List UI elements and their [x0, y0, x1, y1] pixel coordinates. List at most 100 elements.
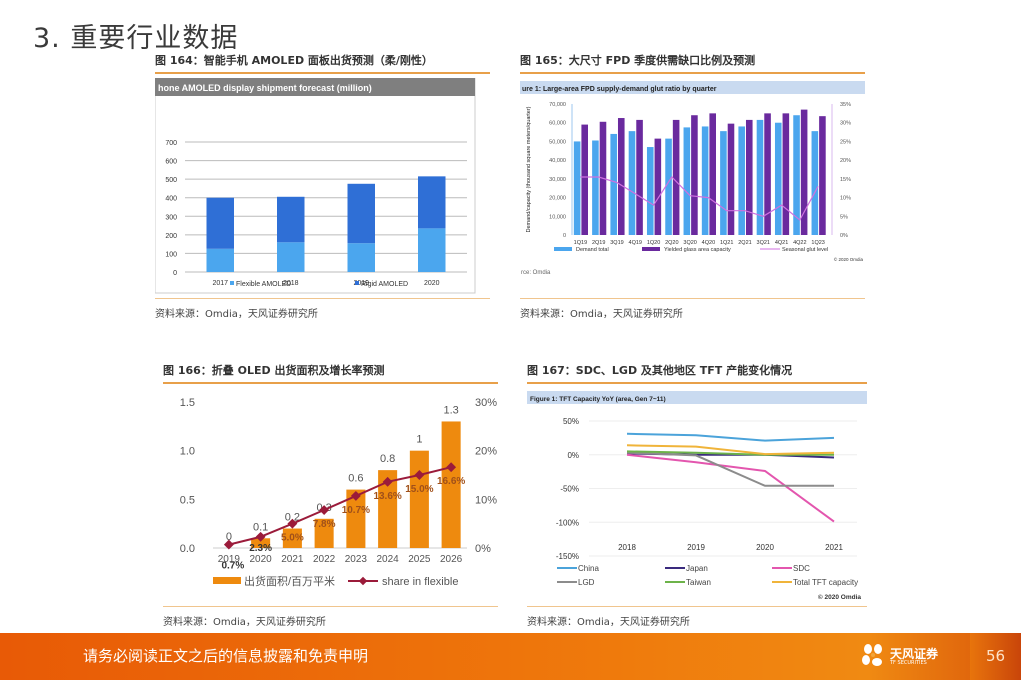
y-tick-label: 300: [165, 214, 177, 221]
area-bar: [441, 421, 461, 548]
figure-164: 图 164：智能手机 AMOLED 面板出货预测（柔/刚性） hone AMOL…: [155, 52, 490, 320]
x-tick-label: 4Q19: [629, 240, 642, 246]
series-line: [626, 451, 834, 487]
figure-source: 资料来源：Omdia，天风证券研究所: [155, 309, 318, 320]
y-tick-label: -100%: [556, 518, 579, 527]
capacity-bar: [764, 113, 771, 235]
y-tick-label: 0: [563, 233, 566, 239]
bar-value-label: 0: [226, 531, 232, 543]
amoled-shipment-chart: hone AMOLED display shipment forecast (m…: [155, 78, 476, 294]
y-tick-label: 40,000: [549, 158, 566, 164]
x-tick-label: 2017: [212, 280, 228, 287]
legend-label: China: [578, 564, 599, 573]
y-tick-label: -50%: [560, 485, 579, 494]
capacity-bar: [654, 138, 662, 235]
y-tick-label: 50,000: [549, 139, 566, 145]
area-bar: [409, 450, 429, 548]
x-tick-label: 1Q23: [811, 240, 824, 246]
y2-tick-label: 25%: [840, 139, 851, 145]
footer-bar: 请务必阅读正文之后的信息披露和免责申明 天风证券 TF SECURITIES 5…: [0, 633, 1021, 680]
figure-source: 资料来源：Omdia，天风证券研究所: [520, 309, 683, 320]
legend-label: Seasonal glut level: [782, 247, 828, 253]
bar-segment: [418, 228, 446, 272]
share-line: [228, 466, 452, 546]
chart-title: Figure 1: TFT Capacity YoY (area, Gen 7~…: [530, 396, 666, 403]
x-tick-label: 4Q22: [793, 240, 806, 246]
x-tick-label: 2019: [687, 543, 705, 552]
legend-swatch: [230, 281, 234, 285]
demand-bar: [610, 133, 617, 235]
chart-title-bar: [527, 391, 867, 404]
y-tick-label: 0.5: [180, 494, 195, 506]
bar-segment: [347, 243, 375, 272]
share-value-label: 7.8%: [313, 519, 336, 530]
share-value-label: 5.0%: [281, 533, 304, 544]
caption-rule: [527, 382, 867, 384]
x-tick-label: 2020: [424, 280, 440, 287]
x-tick-label: 2018: [618, 543, 636, 552]
y-axis-label: Demand/capacity (thousand square meters/…: [526, 106, 532, 232]
bar-segment: [277, 242, 305, 272]
x-tick-label: 2019: [218, 554, 241, 565]
bar-value-label: 0.2: [285, 512, 300, 524]
capacity-bar: [745, 119, 753, 235]
x-tick-label: 2026: [440, 554, 463, 565]
glut-line: [580, 176, 819, 221]
legend-label: Flexible AMOLED: [236, 281, 291, 288]
y2-tick-label: 10%: [475, 494, 497, 506]
x-tick-label: 2025: [408, 554, 431, 565]
chart-title-bar: [155, 78, 475, 96]
figure-caption: 图 167：SDC、LGD 及其他地区 TFT 产能变化情况: [527, 364, 793, 377]
demand-bar: [628, 131, 636, 235]
x-tick-label: 2Q19: [592, 240, 605, 246]
y-tick-label: 400: [165, 196, 177, 203]
footer-disclaimer: 请务必阅读正文之后的信息披露和免责申明: [83, 647, 369, 665]
bar-segment: [347, 183, 375, 244]
page-title: 3. 重要行业数据: [33, 23, 239, 54]
area-bar: [378, 470, 398, 548]
share-value-label: 10.7%: [342, 505, 370, 516]
y2-tick-label: 35%: [840, 102, 851, 108]
bar-value-label: 0.1: [253, 521, 268, 533]
y-tick-label: 30,000: [549, 177, 566, 183]
legend-label: Japan: [686, 564, 708, 573]
capacity-bar: [672, 119, 680, 235]
x-tick-label: 4Q20: [702, 240, 715, 246]
bar-value-label: 1: [416, 434, 422, 446]
y-tick-label: 0: [173, 270, 177, 277]
y2-tick-label: 0%: [840, 233, 848, 239]
x-tick-label: 2018: [283, 280, 299, 287]
demand-bar: [756, 119, 764, 235]
x-tick-label: 2023: [345, 554, 368, 565]
capacity-bar: [819, 116, 826, 235]
demand-bar: [701, 126, 709, 235]
x-tick-label: 2021: [825, 543, 843, 552]
legend-swatch: [642, 247, 660, 251]
capacity-bar: [581, 124, 588, 235]
legend-label: Taiwan: [686, 578, 711, 587]
y2-tick-label: 5%: [840, 214, 848, 220]
x-tick-label: 2Q20: [665, 240, 678, 246]
x-tick-label: 1Q21: [720, 240, 733, 246]
series-line: [626, 450, 834, 456]
demand-bar: [683, 127, 691, 235]
x-tick-label: 2024: [377, 554, 400, 565]
legend-swatch: [554, 247, 572, 251]
legend-label: Total TFT capacity: [793, 578, 858, 587]
area-bar: [282, 528, 302, 548]
caption-rule: [520, 72, 865, 74]
company-logo: 天风证券 TF SECURITIES: [860, 643, 950, 671]
figure-167: 图 167：SDC、LGD 及其他地区 TFT 产能变化情况 Figure 1:…: [527, 362, 867, 628]
share-value-label: 2.3%: [249, 543, 272, 554]
fpd-glut-chart: ure 1: Large-area FPD supply-demand glut…: [520, 81, 865, 276]
copyright: © 2020 Omdia: [818, 593, 861, 601]
share-value-label: 13.6%: [373, 491, 401, 502]
legend-swatch: [355, 281, 359, 285]
logo-subtext: TF SECURITIES: [890, 660, 927, 666]
area-bar: [346, 489, 366, 548]
y-tick-label: 0%: [567, 451, 579, 460]
demand-bar: [774, 122, 782, 235]
legend-label: LGD: [578, 578, 595, 587]
series-line: [626, 453, 835, 523]
capacity-bar: [617, 118, 625, 235]
